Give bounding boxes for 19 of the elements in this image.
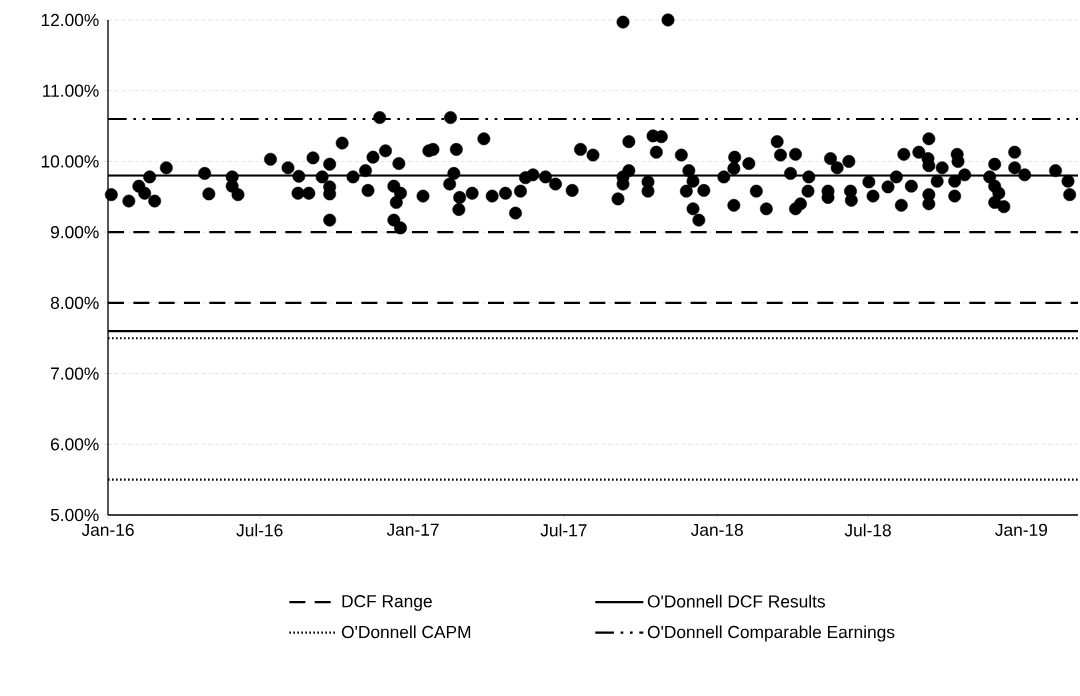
y-tick-label: 6.00% (51, 438, 99, 451)
legend-label: O'Donnell CAPM (341, 625, 471, 639)
x-tick-label: Jan-16 (81, 523, 134, 536)
legend-label: O'Donnell DCF Results (647, 594, 825, 608)
x-tick-label: Jul-17 (540, 523, 587, 537)
x-tick-label: Jul-18 (844, 523, 891, 537)
y-tick-label: 8.00% (50, 296, 99, 309)
x-tick-label: Jul-16 (236, 523, 283, 537)
x-tick-label: Jan-17 (386, 523, 439, 536)
y-tick-label: 5.00% (50, 508, 99, 522)
y-tick-label: 12.00% (41, 13, 99, 27)
y-tick-label: 9.00% (50, 226, 99, 239)
legend-label: O'Donnell Comparable Earnings (647, 625, 895, 642)
x-tick-label: Jan-18 (690, 523, 743, 536)
x-tick-label: Jan-19 (995, 523, 1048, 536)
y-tick-label: 7.00% (51, 367, 99, 380)
legend-label: DCF Range (342, 595, 432, 611)
y-tick-label: 10.00% (41, 155, 99, 168)
y-tick-label: 11.00% (43, 84, 99, 97)
